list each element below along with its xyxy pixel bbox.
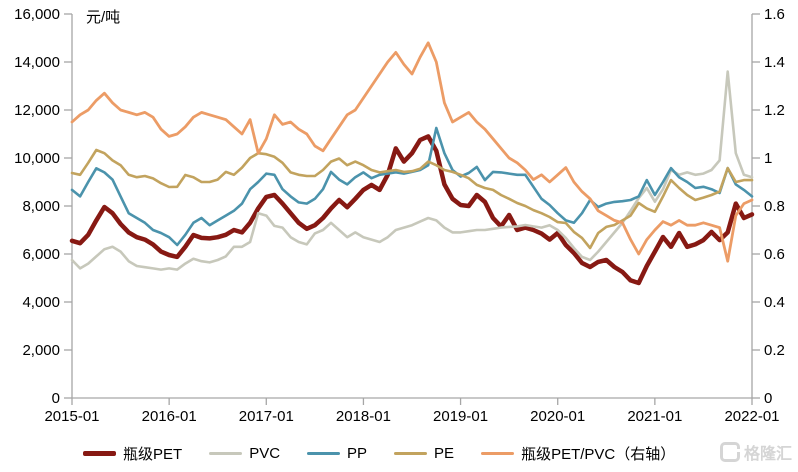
legend-label: PE <box>434 445 455 462</box>
svg-text:1.6: 1.6 <box>764 6 785 23</box>
pet-line-swatch-icon <box>83 451 116 456</box>
legend-label: PP <box>347 445 368 462</box>
legend-item-pet-pvc-ratio: 瓶级PET/PVC（右轴） <box>481 443 675 464</box>
ratio-line-swatch-icon <box>481 452 515 455</box>
pp-line-swatch-icon <box>307 452 341 455</box>
legend-item-pvc: PVC <box>209 445 280 462</box>
svg-text:0.8: 0.8 <box>764 198 785 215</box>
svg-text:16,000: 16,000 <box>14 6 60 23</box>
svg-text:4,000: 4,000 <box>22 294 60 311</box>
legend-item-pp: PP <box>307 445 367 462</box>
pe-line-swatch-icon <box>394 452 428 455</box>
legend-item-pet: 瓶级PET <box>83 443 182 464</box>
pvc-line-swatch-icon <box>209 452 243 455</box>
svg-text:1.2: 1.2 <box>764 102 785 119</box>
svg-text:2018-01: 2018-01 <box>336 408 391 425</box>
legend-label: PVC <box>249 445 281 462</box>
svg-text:2016-01: 2016-01 <box>142 408 197 425</box>
svg-text:12,000: 12,000 <box>14 102 60 119</box>
legend-label: 瓶级PET <box>123 446 183 463</box>
svg-text:0.4: 0.4 <box>764 294 785 311</box>
svg-text:0.6: 0.6 <box>764 246 785 263</box>
svg-text:0.2: 0.2 <box>764 342 785 359</box>
svg-text:10,000: 10,000 <box>14 150 60 167</box>
svg-text:2,000: 2,000 <box>22 342 60 359</box>
legend-item-pe: PE <box>394 445 454 462</box>
svg-text:2015-01: 2015-01 <box>44 408 99 425</box>
svg-text:1: 1 <box>764 150 772 167</box>
svg-text:2017-01: 2017-01 <box>239 408 294 425</box>
svg-text:2019-01: 2019-01 <box>433 408 488 425</box>
watermark-text: 格隆汇 <box>743 446 792 463</box>
svg-text:2020-01: 2020-01 <box>530 408 585 425</box>
svg-text:0: 0 <box>764 390 772 407</box>
svg-text:1.4: 1.4 <box>764 54 785 71</box>
svg-text:14,000: 14,000 <box>14 54 60 71</box>
svg-text:6,000: 6,000 <box>22 246 60 263</box>
watermark: 格隆汇 <box>719 440 792 464</box>
gelonghui-logo-icon <box>719 442 740 462</box>
svg-text:2021-01: 2021-01 <box>627 408 682 425</box>
svg-text:2022-01: 2022-01 <box>724 408 779 425</box>
legend-label: 瓶级PET/PVC（右轴） <box>521 446 676 463</box>
svg-text:0: 0 <box>52 390 60 407</box>
y-axis-unit-label: 元/吨 <box>86 9 121 26</box>
chart-legend: 瓶级PET PVC PP PE 瓶级PET/PVC（右轴） <box>83 443 675 464</box>
svg-text:8,000: 8,000 <box>22 198 60 215</box>
